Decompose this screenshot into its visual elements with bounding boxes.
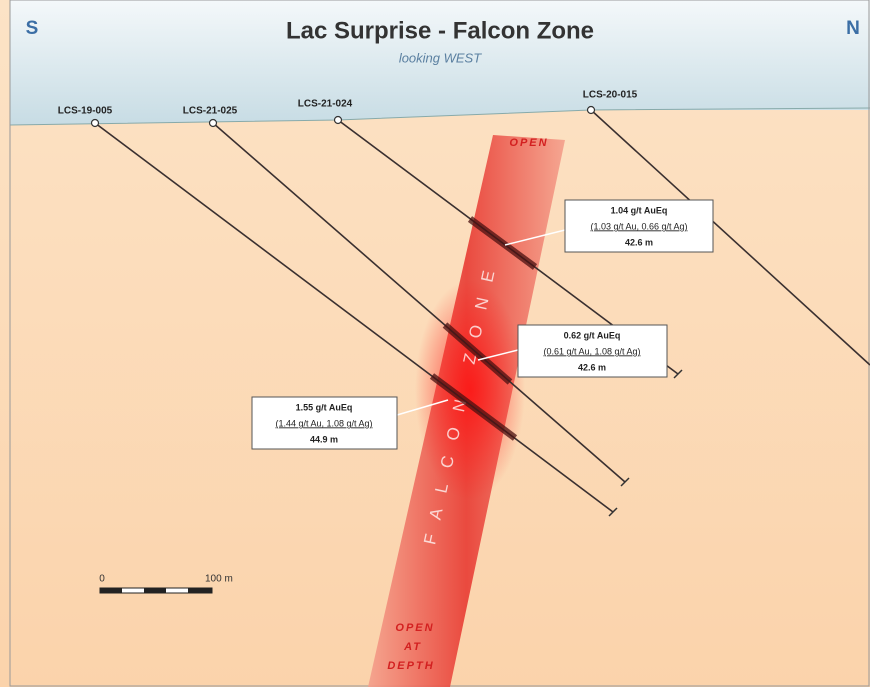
scale-end: 100 m bbox=[205, 574, 233, 585]
zone-bottom-note: DEPTH bbox=[387, 660, 434, 672]
cross-section: OPEN OPEN AT DEPTH FALCON ZONE LCS-19-00… bbox=[0, 0, 870, 687]
collar bbox=[335, 117, 342, 124]
length: 42.6 m bbox=[625, 237, 653, 247]
scale-start: 0 bbox=[99, 574, 105, 585]
subtitle: looking WEST bbox=[399, 50, 482, 65]
intercept-box: 0.62 g/t AuEq (0.61 g/t Au, 1.08 g/t Ag)… bbox=[518, 325, 667, 377]
intercept-box: 1.04 g/t AuEq (1.03 g/t Au, 0.66 g/t Ag)… bbox=[565, 200, 713, 252]
direction-left: S bbox=[26, 18, 39, 39]
length: 42.6 m bbox=[578, 362, 606, 372]
zone-bottom-note: OPEN bbox=[395, 622, 434, 634]
hole-label: LCS-19-005 bbox=[58, 106, 113, 117]
detail: (0.61 g/t Au, 1.08 g/t Ag) bbox=[543, 346, 640, 356]
scale-segment bbox=[188, 588, 212, 593]
collar bbox=[588, 107, 595, 114]
scale-segment bbox=[144, 588, 166, 593]
collar bbox=[92, 120, 99, 127]
grade: 1.55 g/t AuEq bbox=[296, 402, 353, 412]
hole-label: LCS-21-025 bbox=[183, 106, 238, 117]
intercept-box: 1.55 g/t AuEq (1.44 g/t Au, 1.08 g/t Ag)… bbox=[252, 397, 397, 449]
grade: 0.62 g/t AuEq bbox=[564, 330, 621, 340]
length: 44.9 m bbox=[310, 434, 338, 444]
detail: (1.44 g/t Au, 1.08 g/t Ag) bbox=[275, 418, 372, 428]
grade: 1.04 g/t AuEq bbox=[611, 205, 668, 215]
scale-segment bbox=[100, 588, 122, 593]
hole-label: LCS-21-024 bbox=[298, 99, 353, 110]
zone-top-note: OPEN bbox=[509, 137, 548, 149]
detail: (1.03 g/t Au, 0.66 g/t Ag) bbox=[590, 221, 687, 231]
hole-label: LCS-20-015 bbox=[583, 90, 638, 101]
collar bbox=[210, 120, 217, 127]
direction-right: N bbox=[846, 18, 860, 39]
title: Lac Surprise - Falcon Zone bbox=[286, 17, 594, 44]
zone-bottom-note: AT bbox=[403, 641, 422, 653]
